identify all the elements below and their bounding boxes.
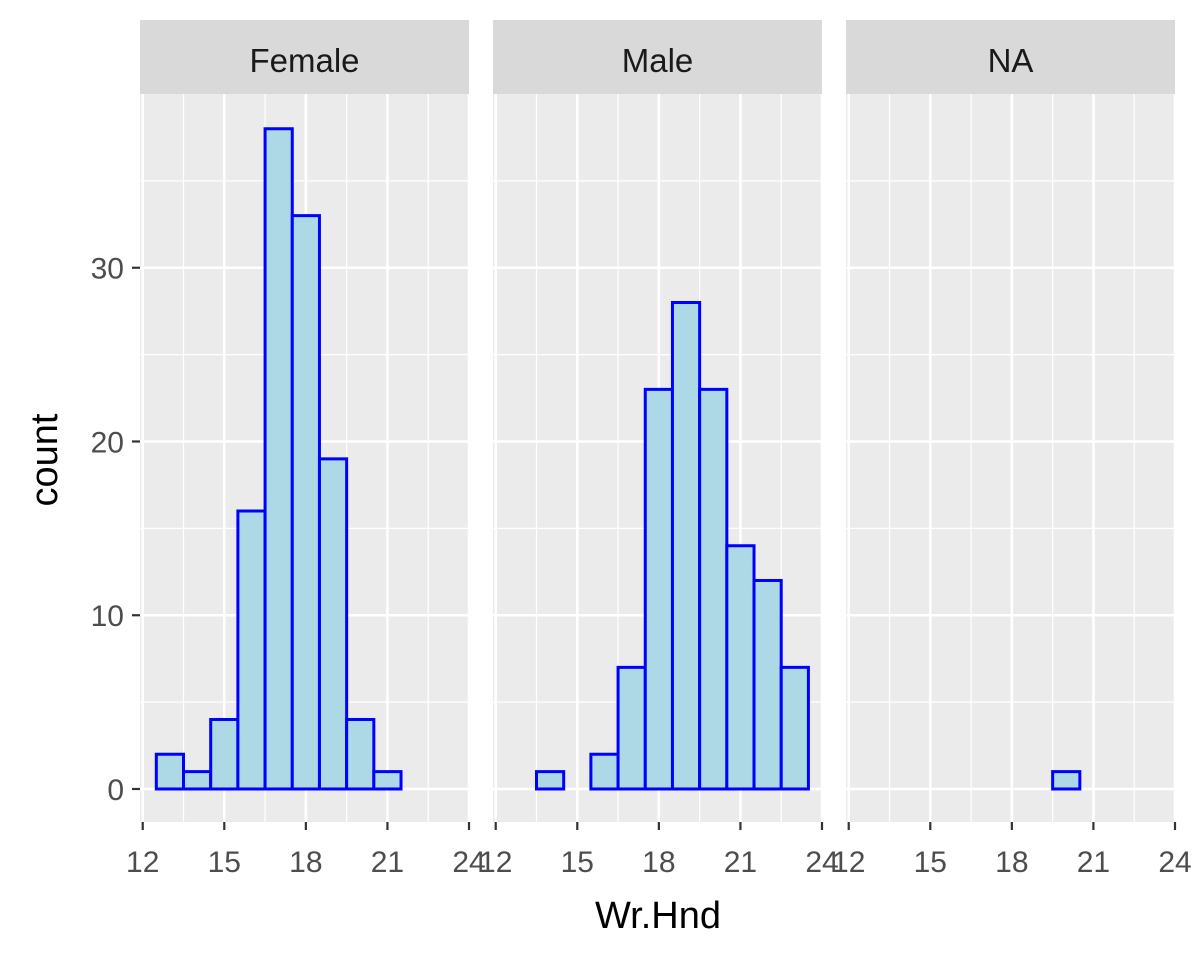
facet-strip — [140, 20, 469, 94]
x-tick-label: 24 — [805, 846, 838, 879]
histogram-bar — [317, 457, 349, 791]
y-tick-label: 30 — [91, 253, 124, 286]
x-tick-label: 21 — [371, 846, 404, 879]
x-tick-label: 15 — [208, 846, 241, 879]
x-axis-title: Wr.Hnd — [595, 895, 721, 937]
y-tick-label: 20 — [91, 426, 124, 459]
x-tick-label: 15 — [561, 846, 594, 879]
y-tick-label: 10 — [91, 600, 124, 633]
histogram-bar — [752, 578, 783, 791]
histogram-bar — [698, 387, 729, 791]
histogram-bar — [236, 509, 267, 791]
histogram-bar — [616, 665, 647, 791]
histogram-bar — [182, 770, 213, 791]
x-tick-label: 24 — [452, 846, 485, 879]
histogram-bar — [643, 387, 674, 791]
panel-background — [846, 94, 1175, 822]
y-axis-title: count — [24, 413, 66, 506]
histogram-bar — [535, 770, 566, 791]
x-tick-label: 24 — [1158, 846, 1191, 879]
facet-panels: Female Male NA — [140, 20, 1177, 822]
x-tick-label: 15 — [914, 846, 947, 879]
histogram-bar — [725, 544, 756, 791]
x-tick-label: 21 — [1077, 846, 1110, 879]
x-tick-label: 18 — [289, 846, 322, 879]
facet-panel-na: NA — [846, 20, 1177, 822]
histogram-bar — [670, 300, 702, 791]
histogram-bar — [345, 717, 376, 791]
histogram-bar — [154, 752, 186, 791]
facet-panel-female: Female — [140, 20, 471, 822]
histogram-bar — [589, 752, 620, 791]
histogram-bar — [209, 717, 240, 791]
facet-strip — [493, 20, 822, 94]
facet-strip-label: NA — [988, 42, 1034, 79]
histogram-bar — [372, 770, 403, 791]
x-tick-label: 18 — [995, 846, 1028, 879]
x-tick-label: 12 — [479, 846, 512, 879]
histogram-bar — [1051, 770, 1082, 791]
histogram-bar — [779, 665, 810, 791]
x-tick-label: 18 — [642, 846, 675, 879]
facet-strip-label: Female — [249, 42, 359, 79]
x-tick-label: 12 — [832, 846, 865, 879]
x-tick-label: 12 — [126, 846, 159, 879]
x-tick-label: 21 — [724, 846, 757, 879]
histogram-bar — [290, 214, 321, 791]
facet-panel-male: Male — [493, 20, 824, 822]
facet-strip — [846, 20, 1175, 94]
y-axis: 0 10 20 30 — [91, 253, 140, 807]
histogram-bar — [263, 127, 294, 791]
facet-strip-label: Male — [622, 42, 694, 79]
y-tick-label: 0 — [107, 774, 124, 807]
